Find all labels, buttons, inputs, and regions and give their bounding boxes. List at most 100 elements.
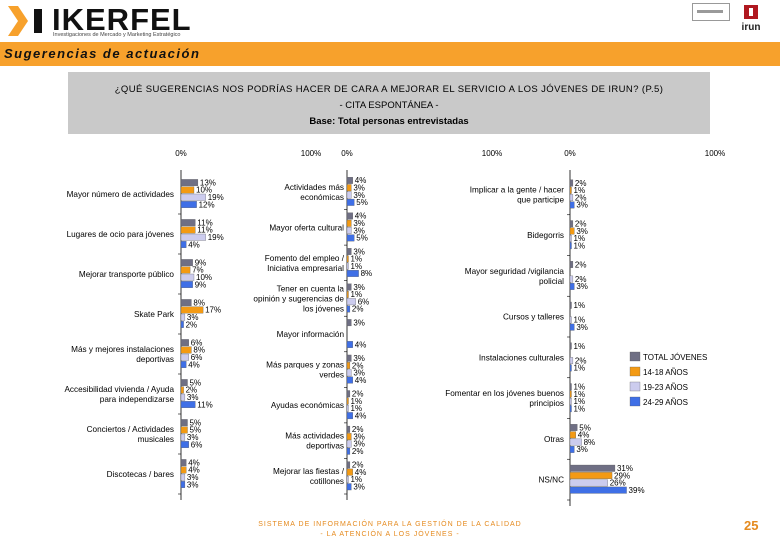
data-label: 4% (188, 458, 200, 467)
data-label: 2% (575, 275, 587, 284)
data-label: 1% (574, 316, 586, 325)
data-bar (346, 177, 353, 184)
data-label: 6% (191, 338, 203, 347)
category-label: Lugares de ocio para jóvenes (67, 230, 174, 239)
data-label: 9% (195, 258, 207, 267)
data-bar (180, 281, 193, 288)
category-label: Accesibilidad vivienda / Ayuda (64, 385, 174, 394)
data-bar (346, 212, 353, 220)
data-label: 3% (576, 201, 588, 210)
data-label: 5% (356, 234, 368, 243)
data-bar (569, 242, 572, 250)
category-label: Otras (544, 435, 564, 444)
data-bar (569, 472, 613, 479)
data-label: 3% (576, 282, 588, 291)
data-bar (180, 419, 188, 427)
data-label: 7% (192, 266, 204, 275)
data-label: 3% (187, 433, 199, 442)
category-label: Más actividades (285, 432, 344, 441)
data-label: 1% (351, 290, 363, 299)
data-label: 12% (199, 200, 215, 209)
data-bar (346, 184, 352, 192)
data-bar (346, 262, 349, 270)
data-bar (346, 362, 351, 369)
data-label: 19% (208, 193, 224, 202)
data-label: 1% (351, 262, 363, 271)
chart-title: ¿QUÉ SUGERENCIAS NOS PODRÍAS HACER DE CA… (114, 84, 664, 95)
data-bar (346, 461, 351, 469)
data-label: 2% (575, 260, 587, 269)
data-bar (180, 186, 195, 194)
data-bar (346, 234, 355, 242)
data-label: 10% (196, 273, 212, 282)
category-label: Fomentar en los jóvenes buenos (445, 389, 564, 398)
legend-label: 24-29 AÑOS (643, 398, 688, 407)
data-bar (346, 319, 352, 327)
data-bar (180, 379, 188, 387)
data-label: 4% (355, 411, 367, 420)
data-bar (569, 405, 572, 413)
category-label: los jóvenes (303, 304, 344, 313)
data-bar (346, 290, 349, 298)
data-label: 3% (353, 483, 365, 492)
data-bar (569, 479, 608, 487)
data-label: 2% (186, 320, 198, 329)
data-label: 3% (353, 283, 365, 292)
data-label: 2% (575, 179, 587, 188)
data-bar (569, 397, 572, 405)
data-label: 4% (355, 468, 367, 477)
data-bar (569, 446, 575, 453)
data-label: 4% (188, 240, 200, 249)
data-label: 1% (351, 404, 363, 413)
category-label: Skate Park (134, 310, 175, 319)
category-label: Mayor información (277, 330, 345, 339)
data-bar (180, 219, 196, 227)
category-label: Bidegorris (527, 231, 564, 240)
legend-swatch (629, 351, 641, 362)
data-label: 1% (351, 475, 363, 484)
category-label: deportivas (306, 442, 344, 451)
axis-tick-label: 0% (341, 149, 353, 158)
data-bar (346, 412, 353, 420)
data-bar (346, 255, 349, 263)
data-label: 1% (574, 241, 586, 250)
data-label: 11% (197, 226, 212, 235)
category-label: Más y mejores instalaciones (71, 345, 174, 354)
data-bar (180, 339, 189, 347)
data-bar (569, 424, 578, 431)
category-label: Implicar a la gente / hacer (470, 185, 564, 194)
data-label: 1% (574, 186, 586, 195)
data-label: 17% (205, 306, 221, 315)
data-bar (180, 299, 192, 307)
data-bar (346, 397, 349, 405)
data-bar (346, 305, 351, 313)
data-label: 4% (355, 212, 367, 221)
data-label: 1% (351, 255, 363, 264)
data-bar (569, 283, 575, 290)
chart-base: Base: Total personas entrevistadas (309, 116, 469, 127)
data-label: 2% (352, 447, 364, 456)
data-label: 2% (352, 361, 364, 370)
axis-tick-label: 100% (301, 149, 321, 158)
legend-swatch (629, 396, 641, 407)
data-label: 2% (575, 356, 587, 365)
badge-stamp-icon (692, 3, 730, 21)
data-bar (346, 227, 352, 234)
data-bar (180, 273, 195, 281)
data-label: 39% (629, 486, 645, 495)
data-bar (346, 483, 352, 491)
data-label: 8% (361, 269, 373, 278)
category-label: para independizarse (100, 395, 175, 404)
data-bar (180, 459, 187, 467)
category-label: económicas (300, 193, 344, 202)
data-bar (346, 440, 352, 448)
data-bar (569, 383, 572, 391)
data-bar (346, 369, 352, 377)
data-label: 2% (575, 193, 587, 202)
data-bar (346, 433, 352, 441)
data-label: 3% (353, 219, 365, 228)
category-label: Instalaciones culturales (479, 353, 564, 362)
data-label: 1% (574, 404, 586, 413)
legend-label: 14-18 AÑOS (643, 368, 688, 377)
data-bar (346, 354, 352, 362)
